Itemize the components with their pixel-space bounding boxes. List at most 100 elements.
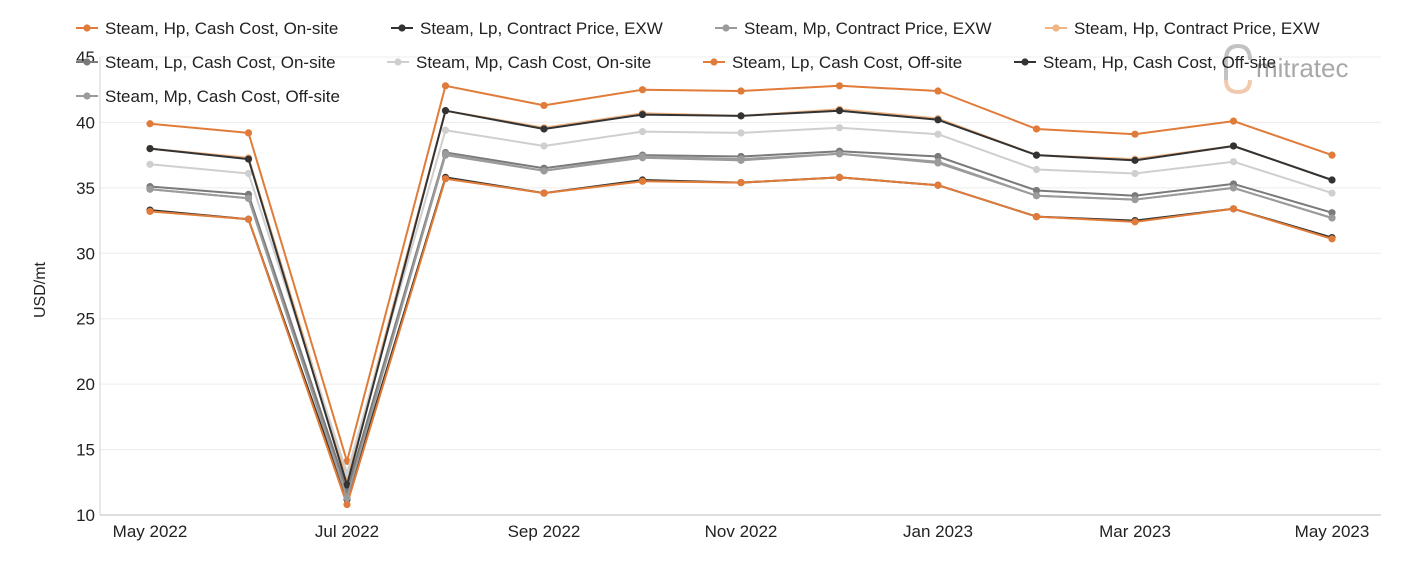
data-point[interactable]	[1131, 218, 1139, 226]
data-point[interactable]	[638, 110, 647, 119]
data-point[interactable]	[835, 173, 844, 181]
data-point[interactable]	[835, 150, 844, 158]
data-point[interactable]	[146, 207, 154, 216]
data-point[interactable]	[146, 185, 154, 193]
data-point[interactable]	[1032, 213, 1041, 221]
data-point[interactable]	[737, 112, 745, 120]
data-point[interactable]	[1032, 165, 1041, 174]
data-point[interactable]	[441, 175, 450, 183]
data-point[interactable]	[737, 129, 745, 137]
data-point[interactable]	[1032, 192, 1041, 200]
data-point[interactable]	[540, 101, 548, 110]
data-point[interactable]	[1032, 125, 1041, 133]
data-point[interactable]	[146, 120, 154, 128]
data-point[interactable]	[1229, 158, 1238, 166]
legend-label: Steam, Mp, Contract Price, EXW	[744, 19, 992, 38]
series-line	[149, 176, 1333, 506]
data-point[interactable]	[343, 494, 351, 502]
data-point[interactable]	[1229, 184, 1238, 192]
data-point[interactable]	[540, 142, 548, 150]
data-point[interactable]	[835, 82, 844, 90]
legend-item[interactable]: Steam, Mp, Contract Price, EXW	[715, 19, 992, 38]
legend-item[interactable]: Steam, Mp, Cash Cost, On-site	[387, 53, 651, 72]
legend-label: Steam, Mp, Cash Cost, Off-site	[105, 87, 340, 106]
data-point[interactable]	[1131, 169, 1139, 178]
legend-swatch-marker	[394, 58, 402, 66]
data-point[interactable]	[638, 127, 647, 136]
data-point[interactable]	[244, 215, 253, 223]
data-point[interactable]	[540, 167, 548, 175]
data-point[interactable]	[934, 158, 942, 166]
data-point[interactable]	[244, 194, 253, 202]
legend-item[interactable]: Steam, Hp, Cash Cost, Off-site	[1014, 53, 1276, 72]
series-line	[149, 176, 1333, 501]
data-point[interactable]	[638, 177, 647, 185]
data-point[interactable]	[343, 457, 351, 465]
x-tick-label: Mar 2023	[1099, 522, 1171, 541]
data-point[interactable]	[835, 124, 844, 132]
data-point[interactable]	[244, 155, 253, 163]
legend-swatch-marker	[722, 24, 730, 32]
data-point[interactable]	[737, 155, 745, 163]
data-point[interactable]	[441, 107, 450, 115]
legend-item[interactable]: Steam, Hp, Contract Price, EXW	[1045, 19, 1320, 38]
data-point[interactable]	[343, 481, 351, 489]
data-point[interactable]	[638, 86, 647, 94]
data-point[interactable]	[540, 125, 548, 133]
data-point[interactable]	[441, 126, 450, 134]
x-tick-label: Nov 2022	[705, 522, 778, 541]
data-point[interactable]	[934, 152, 942, 161]
data-point[interactable]	[737, 87, 745, 95]
legend-item[interactable]: Steam, Lp, Cash Cost, On-site	[76, 53, 336, 72]
data-point[interactable]	[1328, 176, 1336, 184]
series-layer	[146, 82, 1336, 509]
legend-label: Steam, Lp, Contract Price, EXW	[420, 19, 663, 38]
data-point[interactable]	[1032, 186, 1041, 195]
data-point[interactable]	[1131, 130, 1139, 138]
data-point[interactable]	[638, 152, 647, 161]
data-point[interactable]	[1131, 196, 1139, 204]
data-point[interactable]	[1229, 205, 1238, 213]
data-point[interactable]	[1328, 214, 1336, 222]
legend-item[interactable]: Steam, Mp, Cash Cost, Off-site	[76, 87, 340, 106]
data-point[interactable]	[934, 130, 942, 138]
y-tick-label: 40	[76, 113, 95, 132]
y-tick-label: 20	[76, 375, 95, 394]
data-point[interactable]	[441, 150, 450, 158]
data-point[interactable]	[1229, 142, 1238, 150]
data-point[interactable]	[1229, 117, 1238, 125]
data-point[interactable]	[934, 181, 942, 189]
data-point[interactable]	[934, 116, 942, 124]
data-point[interactable]	[934, 87, 942, 95]
data-point[interactable]	[343, 500, 351, 509]
data-point[interactable]	[540, 189, 548, 197]
legend-swatch-marker	[83, 58, 91, 66]
data-point[interactable]	[1328, 209, 1336, 217]
legend-item[interactable]: Steam, Lp, Contract Price, EXW	[391, 19, 663, 38]
data-point[interactable]	[244, 129, 253, 137]
data-point[interactable]	[737, 179, 745, 187]
data-point[interactable]	[1131, 156, 1139, 164]
data-point[interactable]	[1328, 189, 1336, 197]
data-point[interactable]	[441, 82, 450, 90]
series-8	[146, 107, 1336, 489]
y-axis-title: USD/mt	[32, 261, 49, 318]
series-1	[146, 82, 1336, 465]
data-point[interactable]	[1032, 151, 1041, 159]
series-6	[146, 124, 1336, 477]
legend-item[interactable]: Steam, Hp, Cash Cost, On-site	[76, 19, 338, 38]
data-point[interactable]	[1328, 151, 1336, 159]
legend-label: Steam, Mp, Cash Cost, On-site	[416, 53, 651, 72]
legend-item[interactable]: Steam, Lp, Cash Cost, Off-site	[703, 53, 962, 72]
data-point[interactable]	[244, 169, 253, 178]
data-point[interactable]	[835, 107, 844, 115]
data-point[interactable]	[1328, 235, 1336, 243]
y-tick-label: 35	[76, 179, 95, 198]
legend-label: Steam, Hp, Cash Cost, On-site	[105, 19, 338, 38]
data-point[interactable]	[146, 160, 154, 168]
x-tick-label: Jul 2022	[315, 522, 379, 541]
y-tick-label: 15	[76, 441, 95, 460]
data-point[interactable]	[146, 145, 154, 153]
